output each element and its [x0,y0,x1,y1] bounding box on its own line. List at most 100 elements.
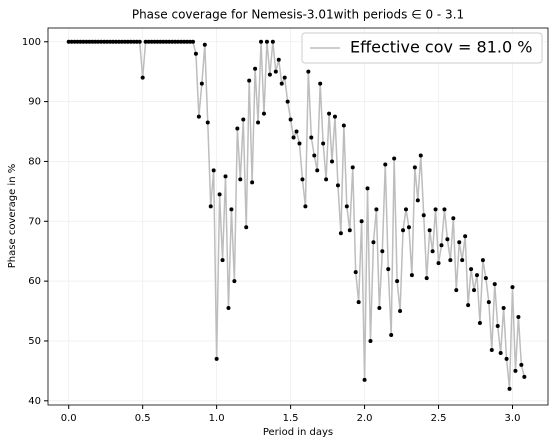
point [188,39,193,44]
point [158,39,163,44]
point [256,120,261,125]
point [108,39,113,44]
point [368,338,373,343]
point [167,39,172,44]
y-tick-label: 50 [28,336,41,347]
point [315,168,320,173]
point [276,57,281,62]
y-tick-label: 70 [28,216,41,227]
point [69,39,74,44]
point [288,117,293,122]
point [309,135,314,140]
point [374,207,379,212]
x-tick-label: 0.0 [61,413,77,424]
point [477,321,482,326]
point [327,111,332,116]
point [119,39,124,44]
point [214,356,219,361]
y-tick-label: 80 [28,156,41,167]
point [117,39,122,44]
point [332,114,337,119]
point [469,267,474,272]
point [244,225,249,230]
point [365,186,370,191]
point [516,315,521,320]
point [338,231,343,236]
point [395,279,400,284]
point [436,261,441,266]
point [285,99,290,104]
point [401,228,406,233]
point [250,180,255,185]
point [392,156,397,161]
point [294,129,299,134]
y-tick-label: 40 [28,396,41,407]
point [226,306,231,311]
point [403,207,408,212]
point [152,39,157,44]
point [261,111,266,116]
point [330,159,335,164]
point [483,276,488,281]
point [510,285,515,290]
point [179,39,184,44]
point [170,39,175,44]
x-tick-label: 1.0 [209,413,225,424]
point [386,267,391,272]
x-tick-label: 2.0 [357,413,373,424]
point [146,39,151,44]
point [383,162,388,167]
point [418,153,423,158]
y-tick-label: 100 [22,37,41,48]
point [232,279,237,284]
point [202,42,207,47]
point [96,39,101,44]
plot-frame [47,27,549,406]
point [463,234,468,239]
point [105,39,110,44]
point [220,258,225,263]
point [164,39,169,44]
point [134,39,139,44]
point [208,204,213,209]
point [398,309,403,314]
point [321,141,326,146]
point [350,165,355,170]
point [312,153,317,158]
legend-label: Effective cov = 81.0 % [350,38,532,57]
point [87,39,92,44]
point [347,228,352,233]
point [489,347,494,352]
chart-title: Phase coverage for Nemesis-3.01with peri… [132,8,464,22]
point [161,39,166,44]
point [466,303,471,308]
point [359,219,364,224]
point [93,39,98,44]
point [433,207,438,212]
point [300,177,305,182]
point [131,39,136,44]
point [176,39,181,44]
point [439,243,444,248]
point [99,39,104,44]
point [205,120,210,125]
legend-box [301,32,543,64]
point [513,368,518,373]
point [282,75,287,80]
point [335,183,340,188]
point [102,39,107,44]
point [324,177,329,182]
point [412,165,417,170]
point [297,141,302,146]
x-tick-label: 3.0 [505,413,521,424]
point [519,362,524,367]
point [495,324,500,329]
point [270,39,275,44]
point [442,207,447,212]
point [185,39,190,44]
point [217,192,222,197]
point [122,39,127,44]
x-tick-label: 1.5 [283,413,299,424]
point [128,39,133,44]
